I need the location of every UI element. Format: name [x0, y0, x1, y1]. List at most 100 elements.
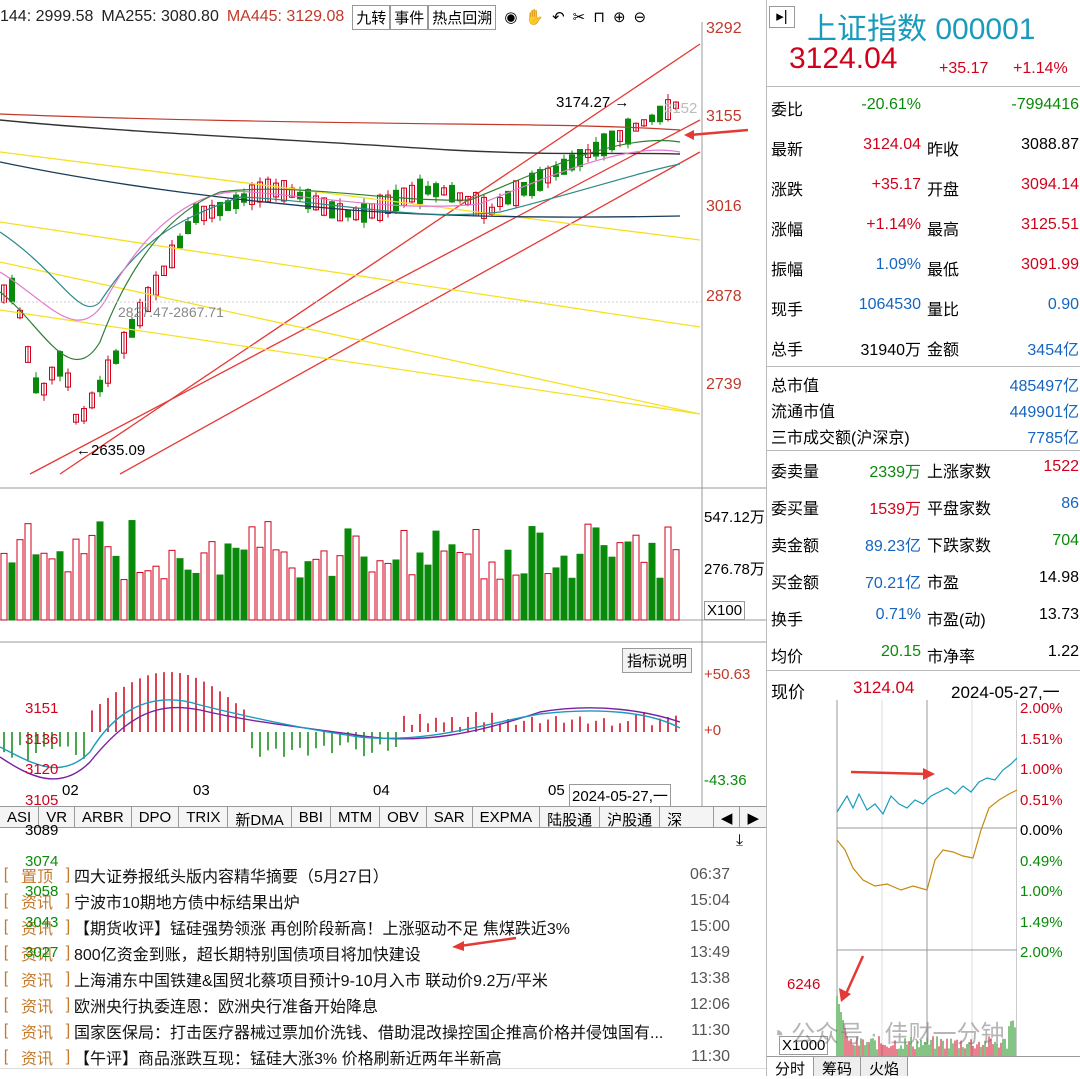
volume-bar: [24, 523, 32, 621]
quote-value: 3124.04: [863, 136, 921, 153]
macd-tick-top: +50.63: [704, 666, 751, 683]
volume-tick-top: 547.12万: [704, 509, 765, 526]
quote-value: +1.14%: [866, 216, 921, 233]
quote-value: 2339万: [869, 464, 921, 481]
tab-lugutong[interactable]: 陆股通: [540, 807, 601, 829]
tab-dpo[interactable]: DPO: [132, 807, 180, 827]
news-title: 上海浦东中国铁建&国贸北蔡项目预计9-10月入市 联动价9.2万/平米: [74, 973, 548, 990]
scroll-left-icon[interactable]: ◀: [712, 807, 741, 827]
news-item[interactable]: [ 资讯 ] 宁波市10期地方债中标结果出炉 15:04: [0, 888, 740, 914]
download-icon[interactable]: ⤓: [736, 832, 744, 849]
volume-bar: [464, 553, 472, 621]
volume-bar: [472, 529, 480, 621]
bracket: ]: [65, 892, 71, 909]
news-item[interactable]: [ 资讯 ] 国家医保局：打击医疗器械过票加价洗钱、借助混改操控国企推高价格并侵…: [0, 1018, 740, 1044]
news-item[interactable]: [ 资讯 ] 【期货收评】锰硅强势领涨 再创阶段新高！上涨驱动不足 焦煤跌近3%…: [0, 914, 740, 940]
indicator-help-button[interactable]: 指标说明: [622, 648, 693, 673]
price-tick: 2739: [706, 376, 742, 393]
intraday-pct-tick: 0.00%: [1020, 822, 1063, 839]
lock-icon[interactable]: ⊓: [593, 9, 605, 26]
intraday-chart[interactable]: [767, 700, 1080, 1056]
eye-icon[interactable]: ◉: [504, 9, 518, 26]
volume-bar: [480, 578, 488, 621]
tab-expma[interactable]: EXPMA: [473, 807, 541, 827]
bracket: ]: [65, 866, 71, 883]
news-item[interactable]: [ 资讯 ] 800亿资金到账，超长期特别国债项目将加快建设 13:49: [0, 940, 740, 966]
news-item[interactable]: [ 资讯 ] 【午评】商品涨跌互现：锰硅大涨3% 价格刷新近两年半新高 11:3…: [0, 1044, 740, 1070]
tab-flame[interactable]: 火焰: [861, 1057, 909, 1078]
scissors-icon[interactable]: ✂: [572, 9, 586, 26]
news-item[interactable]: [ 资讯 ] 欧洲央行执委连恩：欧洲央行准备开始降息 12:06: [0, 992, 740, 1018]
intraday-price-tick: 3089: [25, 822, 59, 839]
volume-bar: [136, 571, 144, 621]
quote-label: 振幅: [771, 262, 804, 279]
quote-row: 委比 -20.61% -7994416: [767, 86, 1080, 126]
intraday-pct-tick: 2.00%: [1020, 944, 1063, 961]
intraday-pct-tick: 0.49%: [1020, 852, 1063, 870]
quote-row: 现手 1064530 量比 0.90: [767, 286, 1080, 326]
volume-bar: [432, 530, 440, 621]
tab-chips[interactable]: 筹码: [814, 1057, 862, 1078]
tab-hugutong[interactable]: 沪股通: [600, 807, 661, 829]
volume-bar: [632, 534, 640, 621]
bracket: [: [3, 1048, 9, 1065]
intraday-price-tick: 3058: [25, 883, 59, 900]
hand-icon[interactable]: ✋: [525, 9, 545, 26]
volume-bar: [440, 550, 448, 621]
quote-label: 买金额: [771, 575, 820, 592]
ma144-line: [0, 161, 681, 218]
quote-label: 涨幅: [771, 222, 804, 239]
tab-obv[interactable]: OBV: [380, 807, 427, 827]
volume-bar: [584, 523, 592, 621]
volume-bar: [104, 546, 112, 621]
red-arrow-icon: [689, 128, 749, 137]
news-item[interactable]: [ 资讯 ] 上海浦东中国铁建&国贸北蔡项目预计9-10月入市 联动价9.2万/…: [0, 966, 740, 992]
collapse-panel-icon[interactable]: ▸|: [769, 6, 795, 28]
bracket: ]: [65, 1022, 71, 1039]
market-cap-row: 三市成交额(沪深京) 7785亿: [767, 422, 1080, 448]
scroll-right-icon[interactable]: ▶: [747, 810, 759, 827]
volume-bar: [536, 532, 544, 621]
news-item[interactable]: [ 置顶 ] 四大证券报纸头版内容精华摘要（5月27日） 06:37: [0, 862, 740, 888]
tab-vr[interactable]: VR: [39, 807, 76, 827]
zoom-out-icon[interactable]: ⊖: [633, 9, 647, 26]
quote-row: 换手 0.71% 市盈(动) 13.73: [767, 596, 1080, 633]
volume-bar: [376, 560, 384, 621]
volume-bar: [0, 552, 8, 621]
volume-bar: [416, 552, 424, 621]
undo-icon[interactable]: ↶: [552, 9, 565, 26]
tab-new-dma[interactable]: 新DMA: [228, 807, 292, 829]
tab-trix[interactable]: TRIX: [179, 807, 229, 827]
cap-value: 7785亿: [1027, 430, 1079, 447]
hotspot-review-button[interactable]: 热点回溯: [428, 4, 497, 30]
quote-label: 换手: [771, 612, 804, 629]
news-tag: 资讯: [20, 973, 53, 990]
jiuzhuan-button[interactable]: 九转: [352, 4, 391, 30]
tab-asi[interactable]: ASI: [0, 807, 40, 827]
volume-bar: [392, 559, 400, 621]
range-annotation: 2827.47-2867.71: [118, 304, 224, 320]
tab-sar[interactable]: SAR: [427, 807, 473, 827]
volume-bar: [160, 578, 168, 621]
intraday-label: 现价: [771, 683, 805, 702]
tab-bbi[interactable]: BBI: [292, 807, 331, 827]
events-button[interactable]: 事件: [390, 4, 429, 30]
quote-label: 涨跌: [771, 182, 804, 199]
volume-bar: [672, 549, 680, 621]
volume-bar: [496, 578, 504, 621]
high-annotation: 3174.27 →: [556, 94, 630, 111]
tab-arbr[interactable]: ARBR: [75, 807, 132, 827]
candlestick-chart[interactable]: [0, 22, 766, 806]
volume-bar: [448, 544, 456, 621]
ma255-line: [0, 119, 681, 155]
tab-mtm[interactable]: MTM: [331, 807, 381, 827]
tab-timeshare[interactable]: 分时: [767, 1057, 815, 1078]
channel-line-mid: [29, 119, 701, 475]
zoom-in-icon[interactable]: ⊕: [612, 9, 626, 26]
tab-shen[interactable]: 深: [667, 812, 683, 829]
news-tag: 资讯: [20, 1025, 53, 1042]
macd-tick-bottom: -43.36: [704, 772, 747, 789]
quote-panel: ▸| 上证指数 000001 3124.04 +35.17 +1.14% 委比 …: [25, 0, 1080, 1078]
volume-bar: [520, 573, 528, 621]
quote-label: 最新: [771, 142, 804, 159]
